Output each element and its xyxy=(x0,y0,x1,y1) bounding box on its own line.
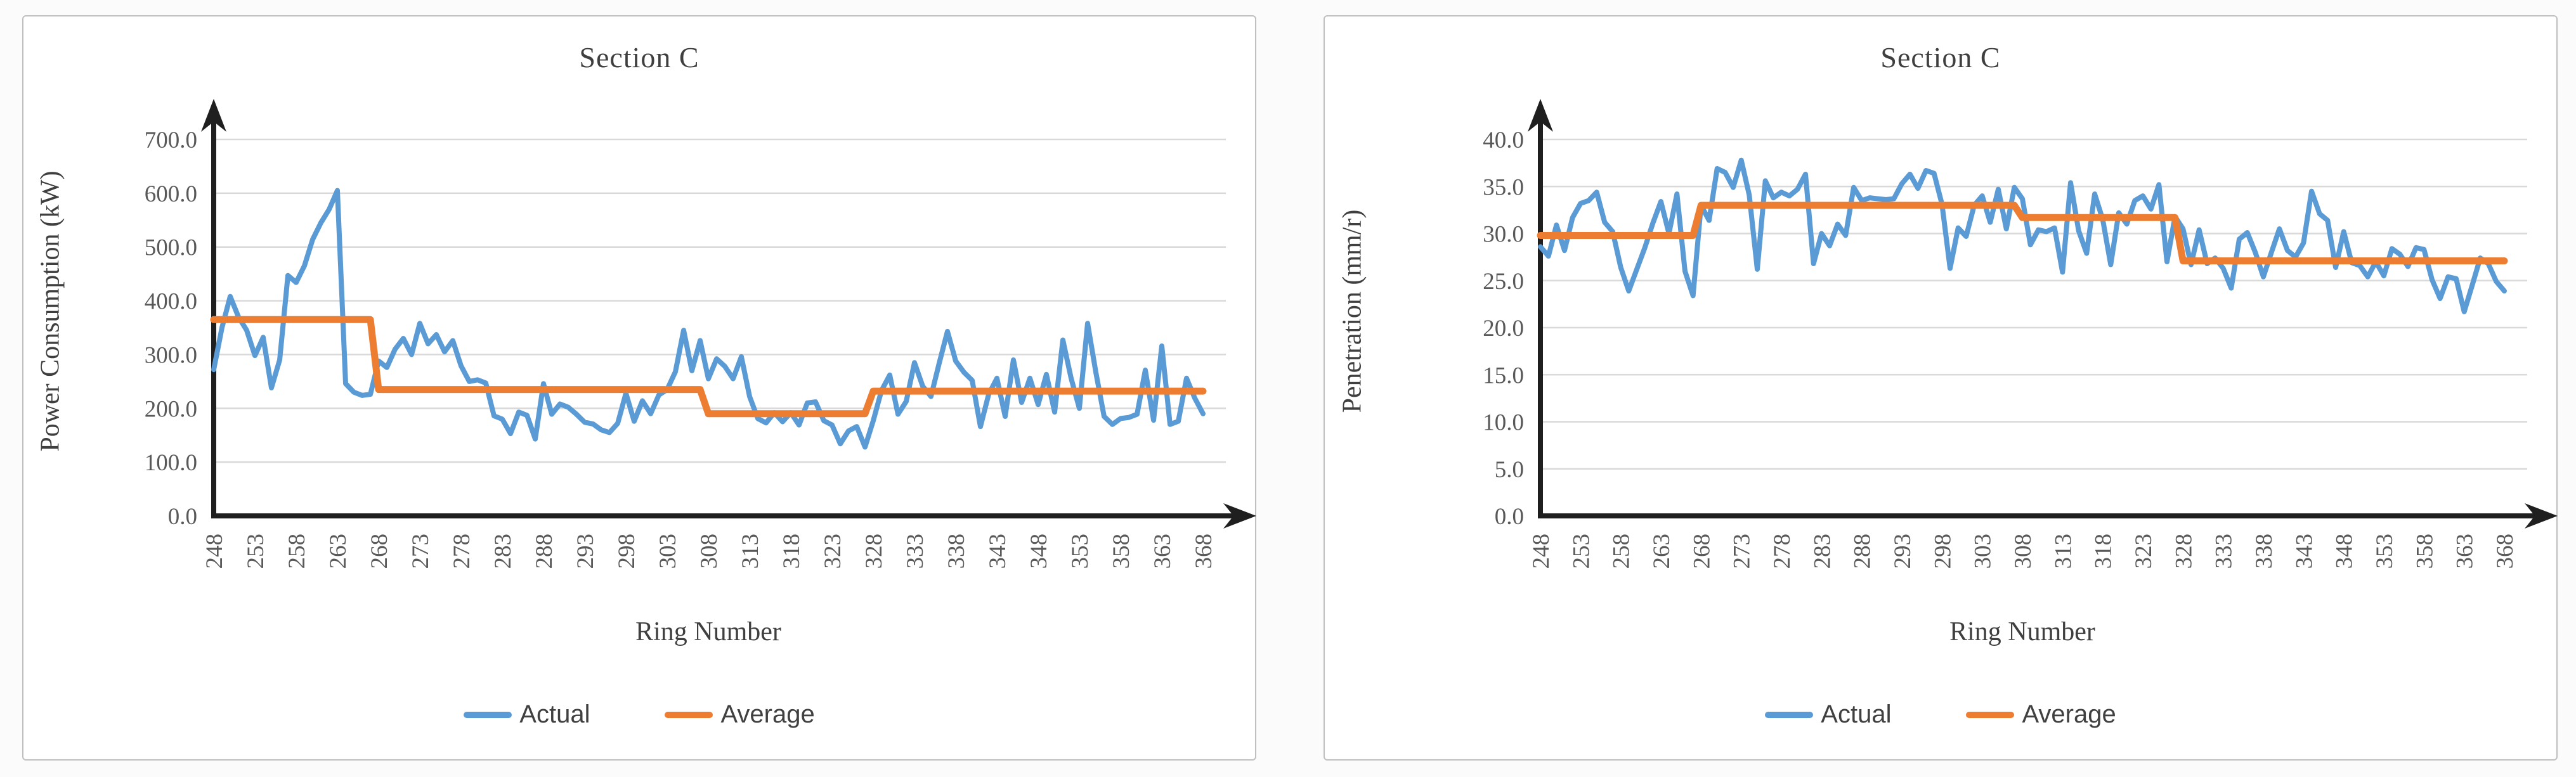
x-tick-label: 348 xyxy=(1026,534,1052,569)
x-tick-label: 288 xyxy=(531,534,557,569)
legend: Actual Average xyxy=(23,700,1255,729)
x-tick-label: 268 xyxy=(367,534,393,569)
x-tick-label: 248 xyxy=(202,534,228,569)
y-tick-label: 700.0 xyxy=(145,127,197,153)
actual-line-swatch xyxy=(464,711,512,718)
chart-title: Section C xyxy=(579,41,699,74)
x-tick-label: 363 xyxy=(2452,534,2478,569)
y-tick-label: 400.0 xyxy=(145,289,197,315)
chart-title: Section C xyxy=(1880,41,2001,74)
average-line-swatch xyxy=(665,711,713,718)
x-axis-arrowhead xyxy=(1223,503,1256,529)
average-legend-label: Average xyxy=(2022,700,2116,728)
actual-legend-label: Actual xyxy=(1821,700,1892,728)
x-tick-label: 353 xyxy=(1067,534,1093,569)
x-tick-label: 258 xyxy=(284,534,310,569)
x-tick-label: 338 xyxy=(944,534,970,569)
average-series-line xyxy=(1537,202,2508,265)
y-tick-label: 15.0 xyxy=(1483,363,1524,388)
x-tick-label: 258 xyxy=(1609,534,1635,569)
y-tick-label: 5.0 xyxy=(1495,457,1524,483)
x-tick-label: 253 xyxy=(1568,534,1594,569)
x-tick-label: 293 xyxy=(573,534,599,569)
y-tick-label: 0.0 xyxy=(168,504,197,530)
x-tick-label: 273 xyxy=(408,534,434,569)
x-tick-label: 323 xyxy=(820,534,846,569)
x-tick-label: 348 xyxy=(2332,534,2358,569)
x-tick-label: 358 xyxy=(1109,534,1135,569)
penetration-plot-area: 0.0 5.0 10.0 15.0 20.0 25.0 30.0 35.0 40.0 248 253… xyxy=(1325,98,2558,657)
y-tick-label: 35.0 xyxy=(1483,174,1524,200)
y-tick-label: 20.0 xyxy=(1483,316,1524,342)
x-tick-label: 323 xyxy=(2131,534,2157,569)
x-tick-label: 248 xyxy=(1528,534,1554,569)
average-series-line xyxy=(210,316,1207,418)
x-axis-arrowhead xyxy=(2525,503,2558,529)
x-tick-label: 278 xyxy=(449,534,475,569)
x-tick-label: 253 xyxy=(243,534,269,569)
x-tick-label: 273 xyxy=(1729,534,1755,569)
x-tick-label: 328 xyxy=(861,534,887,569)
x-tick-label: 288 xyxy=(1850,534,1876,569)
x-tick-label: 368 xyxy=(1191,534,1217,569)
penetration-chart-panel: Section C Penetration (mm/r) 0.0 5.0 10.0 1… xyxy=(1324,15,2558,761)
chart-canvas: 0.0 5.0 10.0 15.0 20.0 25.0 30.0 35.0 40.0 248 253… xyxy=(1483,99,2558,646)
x-tick-label: 333 xyxy=(2211,534,2237,569)
legend-item-average: Average xyxy=(665,700,815,729)
x-tick-label: 368 xyxy=(2492,534,2518,569)
x-tick-label: 318 xyxy=(779,534,805,569)
legend-item-average: Average xyxy=(1966,700,2116,729)
legend-item-actual: Actual xyxy=(1765,700,1891,729)
y-tick-label: 500.0 xyxy=(145,235,197,261)
x-tick-label: 363 xyxy=(1150,534,1176,569)
x-tick-label: 303 xyxy=(655,534,681,569)
x-tick-label: 343 xyxy=(985,534,1011,569)
y-tick-label: 30.0 xyxy=(1483,222,1524,248)
y-axis-arrowhead xyxy=(1528,99,1553,132)
chart-canvas: 0.0 100.0 200.0 300.0 400.0 500.0 600.0 700.0 24… xyxy=(145,99,1256,646)
x-tick-label: 353 xyxy=(2372,534,2398,569)
average-line-swatch xyxy=(1966,711,2015,718)
x-tick-label: 263 xyxy=(1649,534,1675,569)
x-tick-label: 308 xyxy=(2010,534,2036,569)
y-tick-label: 0.0 xyxy=(1495,504,1524,530)
actual-line-swatch xyxy=(1765,711,1814,718)
x-tick-label: 268 xyxy=(1689,534,1715,569)
legend-item-actual: Actual xyxy=(464,700,590,729)
x-tick-label: 358 xyxy=(2412,534,2438,569)
x-tick-label: 303 xyxy=(1970,534,1996,569)
y-tick-label: 10.0 xyxy=(1483,410,1524,436)
x-tick-label: 328 xyxy=(2171,534,2197,569)
x-tick-label: 308 xyxy=(696,534,722,569)
x-tick-label: 313 xyxy=(738,534,764,569)
legend: Actual Average xyxy=(1325,700,2556,729)
x-tick-label: 333 xyxy=(902,534,928,569)
y-tick-label: 600.0 xyxy=(145,181,197,207)
x-axis-title: Ring Number xyxy=(635,617,781,646)
y-axis-arrowhead xyxy=(201,99,226,132)
actual-legend-label: Actual xyxy=(519,700,590,728)
y-tick-label: 100.0 xyxy=(145,450,197,476)
average-legend-label: Average xyxy=(720,700,815,728)
x-tick-label: 293 xyxy=(1890,534,1916,569)
y-tick-label: 25.0 xyxy=(1483,269,1524,295)
x-tick-label: 283 xyxy=(1809,534,1835,569)
y-tick-label: 200.0 xyxy=(145,396,197,422)
x-tick-label: 338 xyxy=(2251,534,2277,569)
x-tick-label: 263 xyxy=(325,534,351,569)
y-tick-label: 300.0 xyxy=(145,342,197,368)
x-tick-label: 343 xyxy=(2291,534,2317,569)
power-consumption-plot-area: 0.0 100.0 200.0 300.0 400.0 500.0 600.0 700.0 24… xyxy=(23,98,1257,657)
x-tick-label: 283 xyxy=(490,534,516,569)
x-tick-label: 298 xyxy=(614,534,640,569)
x-tick-label: 278 xyxy=(1769,534,1795,569)
x-tick-label: 318 xyxy=(2091,534,2117,569)
y-tick-label: 40.0 xyxy=(1483,127,1524,153)
x-tick-label: 313 xyxy=(2050,534,2076,569)
power-consumption-chart-panel: Section C Power Consumption (kW) 0.0 100.… xyxy=(22,15,1256,761)
x-tick-label: 298 xyxy=(1930,534,1956,569)
x-axis-title: Ring Number xyxy=(1949,617,2095,646)
